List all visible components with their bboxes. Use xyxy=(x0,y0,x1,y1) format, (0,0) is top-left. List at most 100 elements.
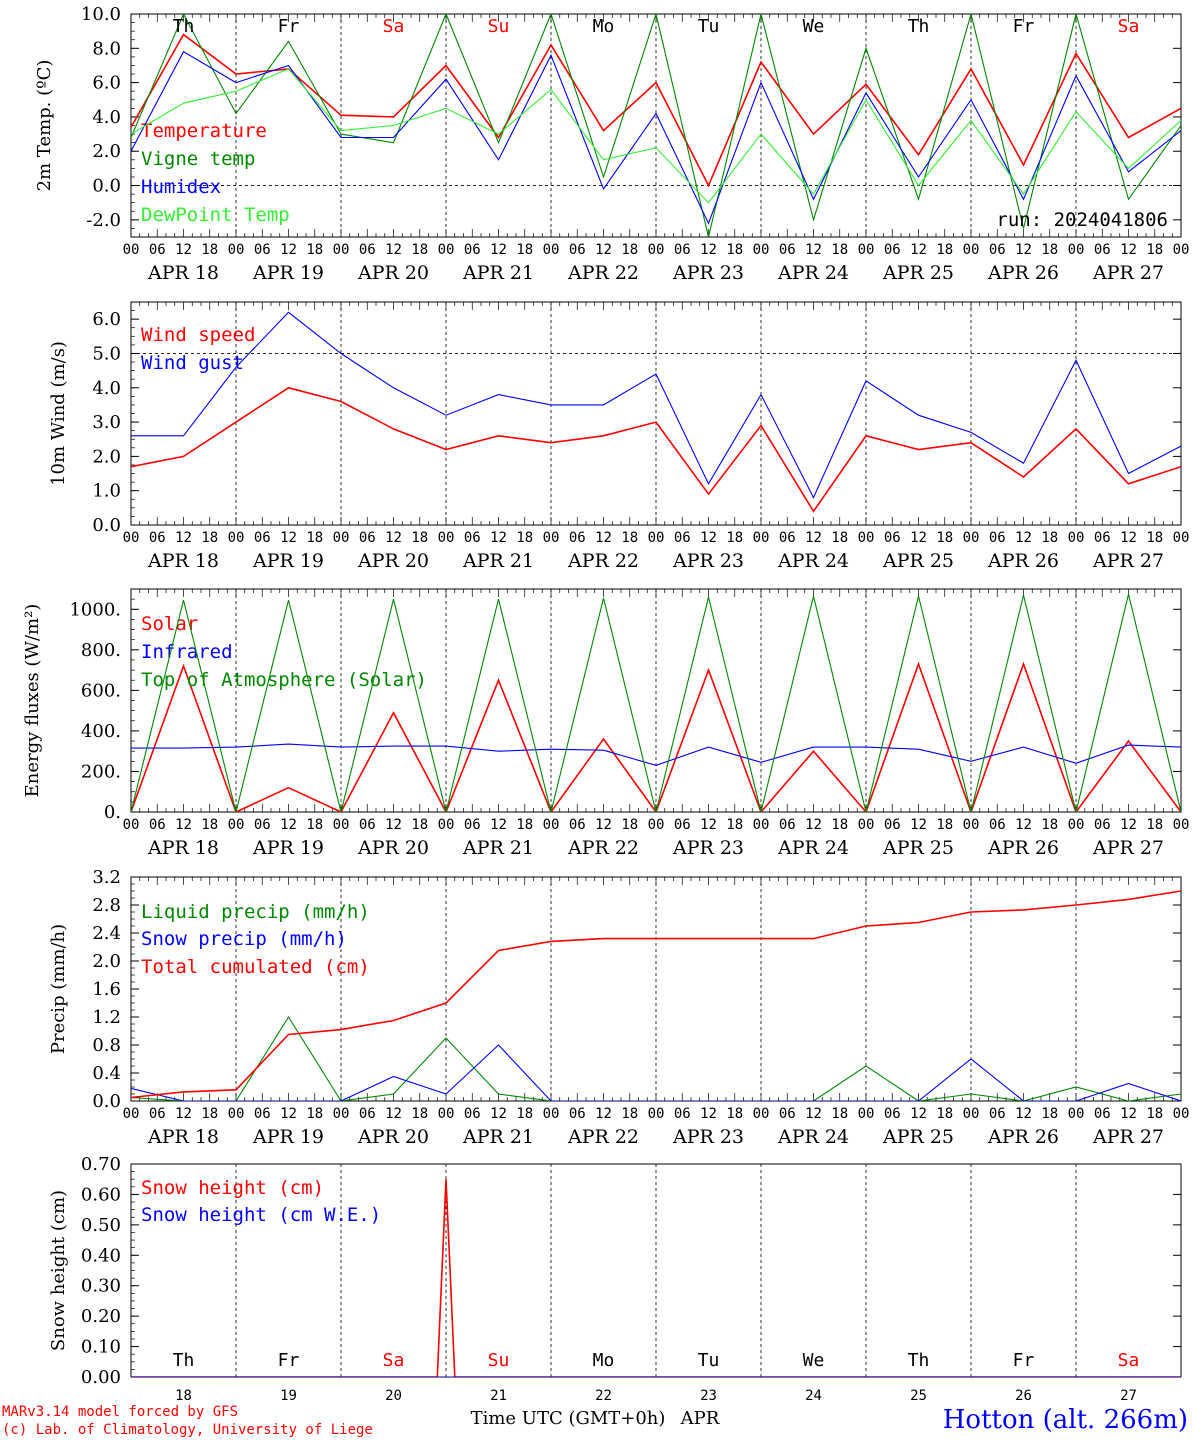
y-tick-label: 0.20 xyxy=(81,1306,121,1327)
weekday-label-top: Su xyxy=(488,16,510,37)
x-hour-tick-label: 06 xyxy=(464,1106,481,1122)
weekday-label-bottom: Th xyxy=(173,1350,195,1371)
x-date-label: APR 26 xyxy=(987,550,1059,572)
x-hour-tick-label: 18 xyxy=(306,530,323,546)
x-hour-tick-label: 00 xyxy=(333,242,350,258)
x-day-number: 20 xyxy=(385,1388,402,1404)
x-hour-tick-label: 00 xyxy=(963,817,980,833)
x-hour-tick-label: 00 xyxy=(1173,242,1190,258)
x-hour-tick-label: 12 xyxy=(1015,242,1032,258)
x-hour-tick-label: 12 xyxy=(700,817,717,833)
x-hour-tick-label: 06 xyxy=(989,817,1006,833)
x-hour-tick-label: 12 xyxy=(490,817,507,833)
x-hour-tick-label: 12 xyxy=(1015,530,1032,546)
x-hour-tick-label: 12 xyxy=(175,530,192,546)
x-hour-tick-label: 12 xyxy=(805,1106,822,1122)
series-line-Snow height (cm) xyxy=(131,1179,1181,1377)
x-hour-tick-label: 18 xyxy=(201,1106,218,1122)
x-hour-tick-label: 18 xyxy=(1146,1106,1163,1122)
station-label: Hotton (alt. 266m) xyxy=(943,1405,1188,1435)
series-line-Wind speed xyxy=(131,386,1181,513)
x-hour-tick-label: 06 xyxy=(1094,242,1111,258)
x-date-label: APR 25 xyxy=(882,837,954,859)
x-hour-tick-label: 12 xyxy=(385,817,402,833)
weekday-label-top: Th xyxy=(908,16,930,37)
x-hour-tick-label: 18 xyxy=(831,530,848,546)
x-hour-tick-label: 06 xyxy=(1094,1106,1111,1122)
y-axis-label: 2m Temp. (ºC) xyxy=(34,60,55,192)
x-hour-tick-label: 18 xyxy=(1146,530,1163,546)
x-hour-tick-label: 18 xyxy=(936,817,953,833)
x-hour-tick-label: 06 xyxy=(149,530,166,546)
legend-entry: Temperature xyxy=(141,120,267,142)
weekday-label-bottom: Sa xyxy=(383,1350,405,1371)
x-hour-tick-label: 00 xyxy=(1068,530,1085,546)
x-hour-tick-label: 18 xyxy=(726,242,743,258)
x-hour-tick-label: 12 xyxy=(385,242,402,258)
series-line-Vigne temp xyxy=(131,14,1181,237)
x-hour-tick-label: 18 xyxy=(1146,242,1163,258)
panel-5: 18 19 20 21 22 23 24 25 26 27 0.00 0.10 0.20 0.30 0.40… xyxy=(48,1154,1182,1404)
y-tick-label: 0.0 xyxy=(92,1091,121,1112)
x-date-label: APR 22 xyxy=(567,550,639,572)
weekday-label-bottom: Su xyxy=(488,1350,510,1371)
x-hour-tick-label: 00 xyxy=(858,530,875,546)
weekday-label-top: We xyxy=(803,16,825,37)
x-hour-tick-label: 00 xyxy=(648,530,665,546)
x-hour-tick-label: 06 xyxy=(149,242,166,258)
x-hour-tick-label: 00 xyxy=(228,1106,245,1122)
x-date-label: APR 25 xyxy=(882,1126,954,1148)
x-date-label: APR 19 xyxy=(252,837,324,859)
x-date-label: APR 22 xyxy=(567,262,639,284)
x-hour-tick-label: 00 xyxy=(333,1106,350,1122)
x-hour-tick-label: 12 xyxy=(805,242,822,258)
x-hour-tick-label: 06 xyxy=(464,242,481,258)
x-hour-tick-label: 00 xyxy=(333,817,350,833)
x-hour-tick-label: 06 xyxy=(1094,817,1111,833)
x-hour-tick-label: 06 xyxy=(779,1106,796,1122)
y-axis-label: Energy fluxes (W/m²) xyxy=(22,604,43,798)
y-tick-label: 1000. xyxy=(69,599,121,620)
x-hour-tick-label: 06 xyxy=(569,242,586,258)
credit-line-2: (c) Lab. of Climatology, University of L… xyxy=(2,1422,373,1438)
x-hour-tick-label: 18 xyxy=(726,817,743,833)
legend-entry: Snow height (cm) xyxy=(141,1177,324,1199)
x-hour-tick-label: 00 xyxy=(963,530,980,546)
x-hour-tick-label: 18 xyxy=(306,1106,323,1122)
y-axis-label: Snow height (cm) xyxy=(48,1190,69,1351)
x-hour-tick-label: 00 xyxy=(543,530,560,546)
x-hour-tick-label: 18 xyxy=(726,530,743,546)
x-hour-tick-label: 00 xyxy=(543,817,560,833)
legend-entry: Total cumulated (cm) xyxy=(141,956,370,978)
y-tick-label: 10.0 xyxy=(81,4,121,25)
x-hour-tick-label: 06 xyxy=(149,1106,166,1122)
x-date-label: APR 20 xyxy=(357,262,429,284)
x-hour-tick-label: 00 xyxy=(858,242,875,258)
weekday-label-top: Sa xyxy=(383,16,405,37)
weekday-label-bottom: Tu xyxy=(698,1350,720,1371)
panel-2: 00 06 12 18 00 06 12 18 00 06 12 18 00 06 12 18 00 06 12 18… xyxy=(48,301,1189,572)
x-hour-tick-label: 00 xyxy=(963,1106,980,1122)
x-date-label: APR 23 xyxy=(672,262,744,284)
x-hour-tick-label: 18 xyxy=(831,1106,848,1122)
x-date-label: APR 25 xyxy=(882,262,954,284)
x-hour-tick-label: 06 xyxy=(569,530,586,546)
x-hour-tick-label: 06 xyxy=(569,817,586,833)
y-tick-label: 2.8 xyxy=(92,895,121,916)
series-line-Infrared xyxy=(131,743,1181,766)
y-tick-label: 3.2 xyxy=(92,867,121,888)
series-line-Temperature xyxy=(131,33,1181,188)
x-date-label: APR 20 xyxy=(357,550,429,572)
y-tick-label: 4.0 xyxy=(92,107,121,128)
x-date-label: APR 19 xyxy=(252,550,324,572)
x-date-label: APR 27 xyxy=(1092,550,1164,572)
y-tick-label: 0.30 xyxy=(81,1276,121,1297)
x-hour-tick-label: 06 xyxy=(884,1106,901,1122)
x-hour-tick-label: 00 xyxy=(123,530,140,546)
x-hour-tick-label: 00 xyxy=(333,530,350,546)
weekday-label-top: Sa xyxy=(1118,16,1140,37)
x-hour-tick-label: 06 xyxy=(1094,530,1111,546)
x-hour-tick-label: 18 xyxy=(306,817,323,833)
weekday-label-top: Fr xyxy=(278,16,300,37)
x-date-label: APR 26 xyxy=(987,837,1059,859)
